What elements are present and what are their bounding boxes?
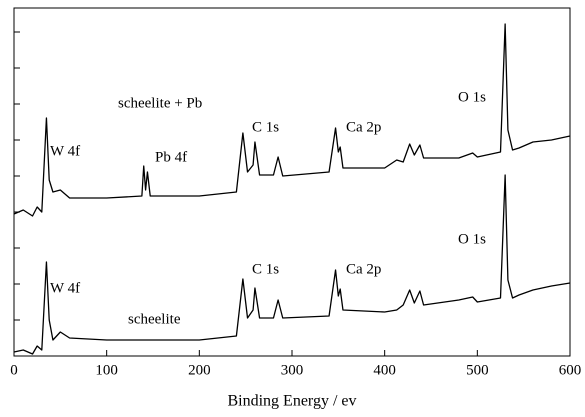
annotation: C 1s	[252, 119, 279, 135]
annotation: W 4f	[50, 280, 80, 296]
x-tick-label: 200	[188, 362, 211, 378]
annotation: Ca 2p	[346, 119, 381, 135]
x-tick-label: 600	[559, 362, 582, 378]
x-tick-label: 300	[281, 362, 304, 378]
series-label: scheelite + Pb	[118, 95, 202, 111]
plot-frame	[13, 7, 571, 357]
x-tick-label: 0	[10, 362, 18, 378]
x-tick-label: 500	[466, 362, 489, 378]
annotation: O 1s	[458, 231, 486, 247]
x-tick-label: 400	[373, 362, 396, 378]
x-axis-label: Binding Energy / ev	[227, 393, 356, 410]
series-line	[13, 174, 571, 355]
annotation: O 1s	[458, 89, 486, 105]
series-line	[13, 23, 571, 217]
series-label: scheelite	[128, 311, 181, 327]
x-tick-label: 100	[95, 362, 118, 378]
annotation: Pb 4f	[155, 149, 187, 165]
annotation: Ca 2p	[346, 261, 381, 277]
annotation: W 4f	[50, 143, 80, 159]
annotation: C 1s	[252, 261, 279, 277]
